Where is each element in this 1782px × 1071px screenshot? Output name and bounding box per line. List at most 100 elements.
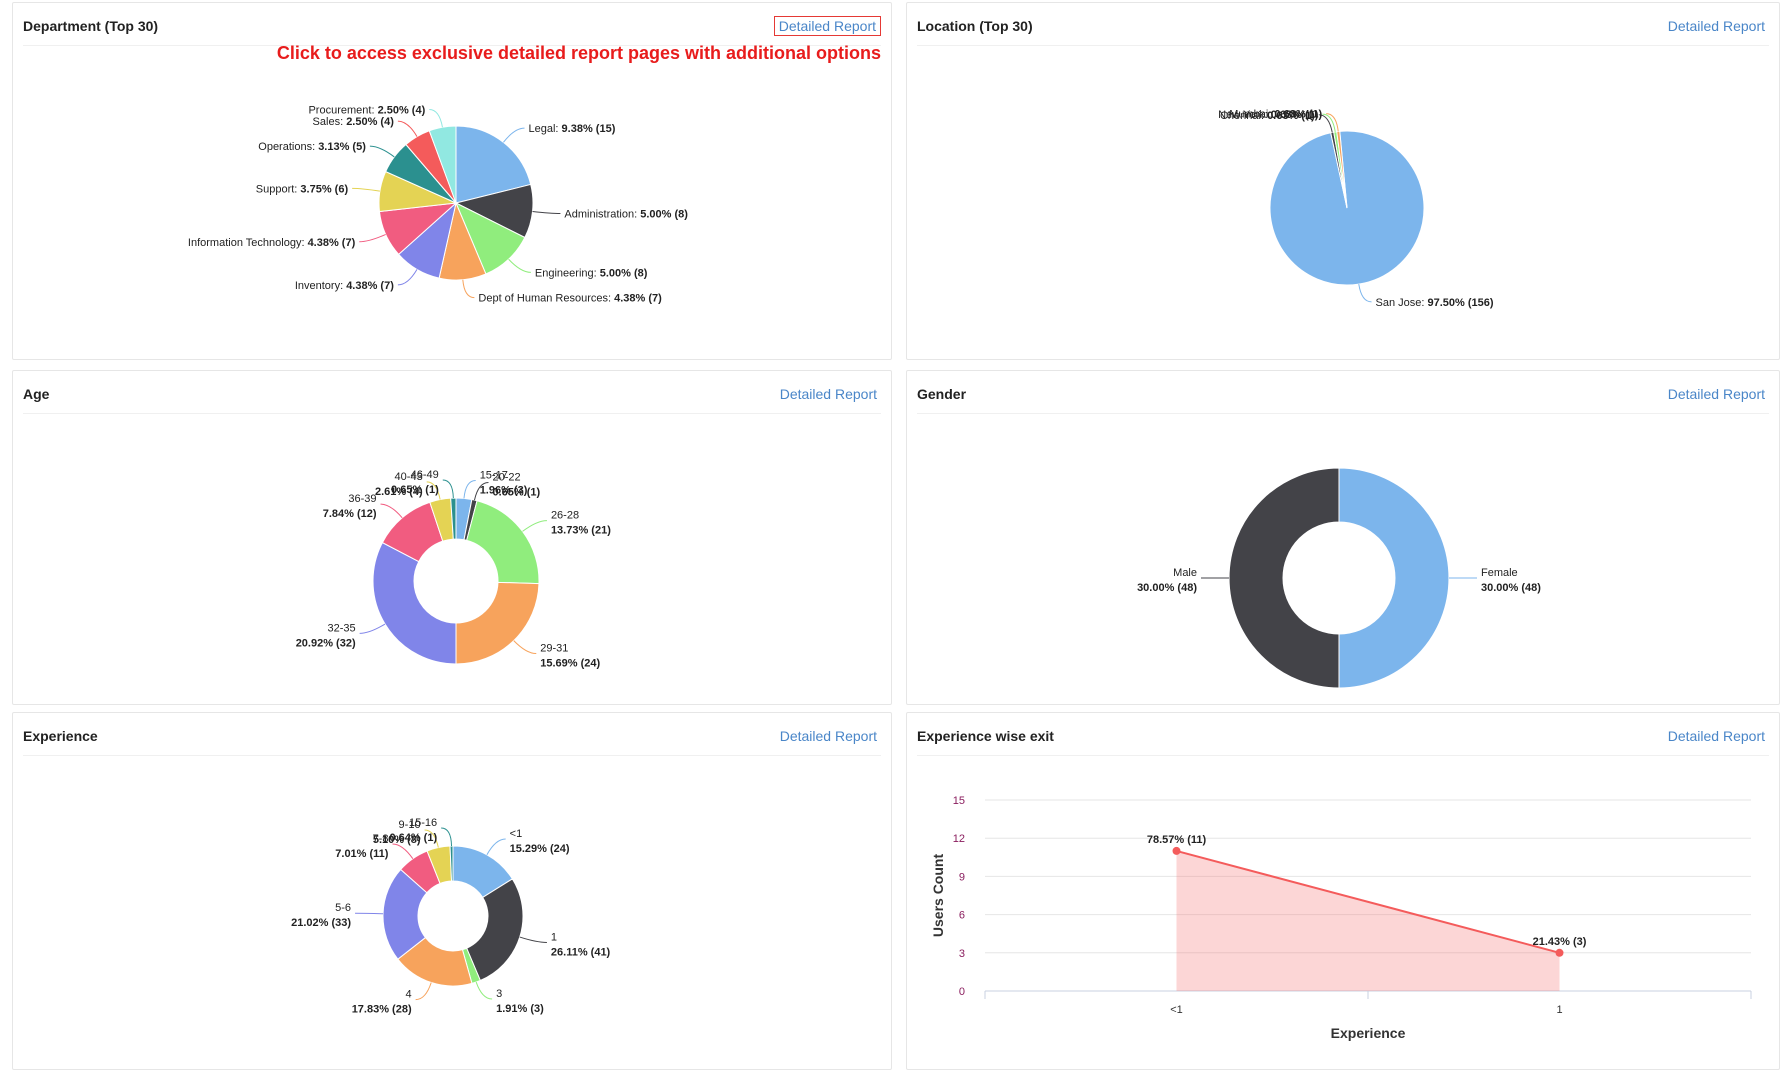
age-label-name-29-31: 29-31 — [540, 643, 568, 655]
exp-label-name-15-16: 15-16 — [409, 817, 437, 829]
exit-ytick-9: 9 — [959, 871, 965, 883]
age-label-name-36-39: 36-39 — [348, 493, 376, 505]
exit-detailed-report-link[interactable]: Detailed Report — [1667, 728, 1765, 744]
gender-header: Gender Detailed Report — [917, 371, 1769, 414]
dept-label-information-technology: Information Technology: 4.38% (7) — [188, 237, 356, 249]
loc-slice-mumbai[interactable] — [1336, 130, 1348, 209]
exp-connector-5-6 — [355, 912, 384, 915]
department-detailed-report-link[interactable]: Detailed Report — [773, 16, 881, 36]
exit-datalabel-lt1: 78.57% (11) — [1147, 834, 1207, 846]
exit-xtick-lt1: <1 — [1170, 1004, 1183, 1016]
age-label-name-20-22: 20-22 — [492, 472, 520, 484]
exp-label-value-3: 1.91% (3) — [496, 1003, 544, 1015]
department-header: Department (Top 30) Detailed Report — [23, 3, 881, 46]
age-slice-29-31[interactable] — [455, 581, 540, 665]
exp-slice-1[interactable] — [465, 878, 524, 982]
age-slice-46-49[interactable] — [450, 497, 457, 540]
dept-label-administration: Administration: 5.00% (8) — [564, 208, 688, 220]
exp-label-name-4: 4 — [406, 989, 412, 1001]
age-label-value-32-35: 20.92% (32) — [296, 637, 356, 649]
dept-label-inventory: Inventory: 4.38% (7) — [295, 280, 394, 292]
dept-connector-operations — [369, 145, 395, 158]
experience-panel: Experience Detailed Report <1 15.29% (24)… — [12, 712, 892, 1070]
exp-label-name-1: <1 — [510, 828, 523, 840]
dept-connector-administration — [532, 211, 561, 214]
age-connector-32-35 — [359, 623, 386, 634]
gender-slice-female[interactable] — [1338, 467, 1450, 689]
gender-slice-male[interactable] — [1228, 467, 1340, 689]
exp-label-value-4: 17.83% (28) — [352, 1004, 412, 1016]
age-detailed-report-link[interactable]: Detailed Report — [779, 386, 877, 402]
exit-area-chart: 0 3 6 9 12 15 78.57% (11) <1 21.43% (3) 1 Experien… — [930, 795, 1752, 1041]
age-label-value-29-31: 15.69% (24) — [540, 658, 600, 670]
exp-label-value-7-8: 7.01% (11) — [335, 848, 389, 860]
exp-connector-1 — [486, 838, 506, 856]
exp-slice-15-16[interactable] — [449, 845, 454, 882]
age-label-name-46-49: 46-49 — [411, 469, 439, 481]
age-connector-29-31 — [513, 640, 537, 655]
exit-point-lt1[interactable] — [1172, 846, 1181, 855]
age-connector-40-43 — [426, 481, 441, 500]
age-slice-32-35[interactable] — [372, 541, 457, 665]
exp-connector-15-16 — [441, 827, 453, 847]
exp-label-name-5-6: 5-6 — [335, 902, 351, 914]
exp-label-name-7-8: 7-8 — [373, 833, 389, 845]
exp-label-name-1: 1 — [551, 931, 557, 943]
exp-connector-4 — [415, 982, 432, 1001]
gender-label-name-male: Male — [1173, 567, 1197, 579]
loc-label-chennai: Chennai: 0.63% (1) — [1220, 110, 1315, 122]
dept-connector-support — [352, 187, 380, 192]
dept-label-legal: Legal: 9.38% (15) — [529, 123, 616, 135]
age-connector-15-17 — [463, 479, 476, 499]
loc-connector-mumbai — [1326, 113, 1339, 132]
dept-connector-procurement — [429, 108, 443, 128]
age-panel: Age Detailed Report 15-17 1.96% (3) 20-22 0… — [12, 370, 892, 705]
exp-connector-3 — [475, 981, 493, 1000]
exit-area-fill — [1176, 850, 1560, 991]
gender-label-value-male: 30.00% (48) — [1137, 582, 1197, 594]
loc-connector-new-york — [1322, 113, 1336, 132]
exit-point-1[interactable] — [1555, 948, 1564, 957]
gender-title: Gender — [917, 386, 967, 402]
exit-series-line — [1176, 849, 1560, 954]
location-header: Location (Top 30) Detailed Report — [917, 3, 1769, 46]
dept-label-operations: Operations: 3.13% (5) — [258, 141, 366, 153]
exp-label-name-3: 3 — [496, 988, 502, 1000]
exit-datalabel-1: 21.43% (3) — [1533, 936, 1587, 948]
exit-ytick-3: 3 — [959, 948, 965, 960]
gender-detailed-report-link[interactable]: Detailed Report — [1667, 386, 1765, 402]
loc-label-new-york: New York: 0.63% (1) — [1218, 109, 1319, 121]
location-pie-chart: San Jose: 97.50% (156) Chennai: 0.63% (1)… — [1218, 109, 1494, 309]
exp-label-value-5-6: 21.02% (33) — [291, 917, 351, 929]
location-detailed-report-link[interactable]: Detailed Report — [1667, 18, 1765, 34]
gender-panel: Gender Detailed Report Female 30.00% (48)… — [906, 370, 1780, 705]
dept-label-support: Support: 3.75% (6) — [256, 183, 349, 195]
age-label-name-40-43: 40-43 — [395, 471, 423, 483]
age-connector-20-22 — [473, 482, 489, 501]
exit-panel: Experience wise exit Detailed Report 0 3 6… — [906, 712, 1780, 1070]
exit-ytick-0: 0 — [959, 986, 965, 998]
age-connector-26-28 — [522, 520, 547, 532]
age-donut-chart: 15-17 1.96% (3)20-22 0.65% (1) 26-28 13.73% … — [296, 469, 612, 670]
exit-xtick-1: 1 — [1556, 1004, 1562, 1016]
dept-label-sales: Sales: 2.50% (4) — [313, 116, 395, 128]
age-slice-26-28[interactable] — [466, 500, 540, 585]
age-label-name-26-28: 26-28 — [551, 510, 579, 522]
experience-title: Experience — [23, 728, 98, 744]
department-title: Department (Top 30) — [23, 18, 159, 34]
exit-ytick-6: 6 — [959, 910, 965, 922]
age-label-value-15-17: 1.96% (3) — [480, 484, 528, 496]
loc-label-san-jose: San Jose: 97.50% (156) — [1376, 297, 1494, 309]
exit-title: Experience wise exit — [917, 728, 1054, 744]
age-header: Age Detailed Report — [23, 371, 881, 414]
dept-label-procurement: Procurement: 2.50% (4) — [308, 104, 425, 116]
gender-donut-chart: Female 30.00% (48) Male 30.00% (48) — [1137, 467, 1541, 689]
exp-label-value-9-10: 5.10% (8) — [373, 834, 421, 846]
experience-detailed-report-link[interactable]: Detailed Report — [779, 728, 877, 744]
age-label-value-20-22: 0.65% (1) — [492, 487, 540, 499]
age-label-value-36-39: 7.84% (12) — [323, 508, 377, 520]
dept-label-engineering: Engineering: 5.00% (8) — [535, 267, 648, 279]
location-title: Location (Top 30) — [917, 18, 1033, 34]
loc-connector-san-jose — [1358, 284, 1372, 303]
exit-ytick-12: 12 — [953, 833, 965, 845]
